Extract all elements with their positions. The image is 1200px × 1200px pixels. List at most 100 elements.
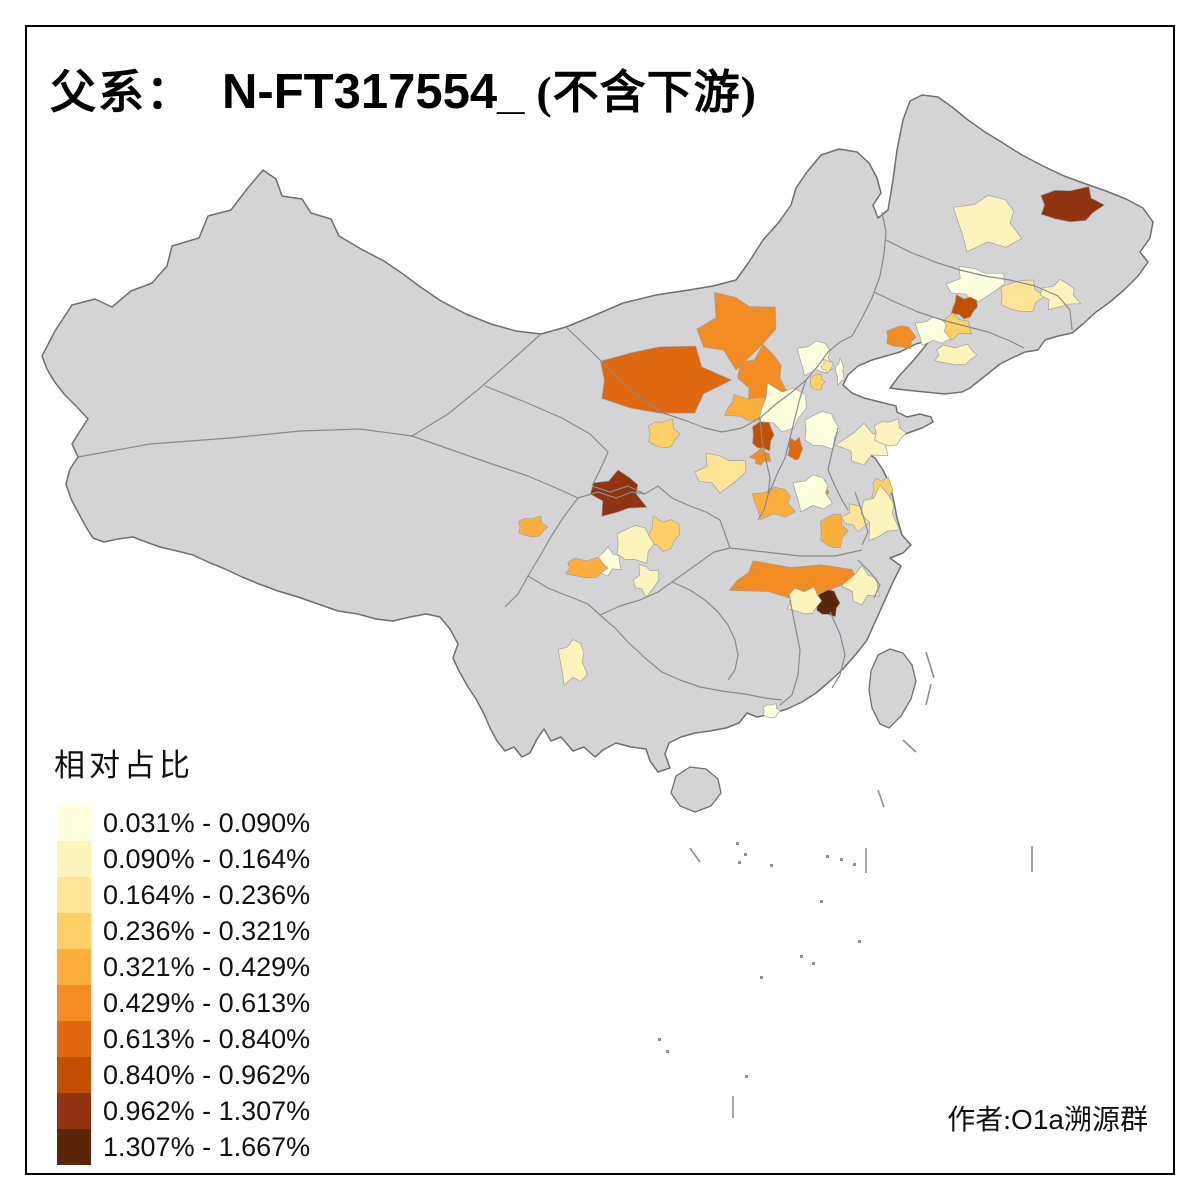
province-border: [857, 559, 881, 599]
province-border: [729, 547, 863, 557]
map-region: [860, 484, 900, 542]
province-border: [827, 427, 849, 511]
island-dot: [745, 1075, 748, 1078]
title-haplogroup-code: N-FT317554_: [222, 65, 525, 119]
mainland-shape: [41, 94, 1154, 773]
province-border: [591, 485, 731, 549]
legend-swatch: [57, 1021, 91, 1057]
map-region: [694, 452, 747, 494]
map-region: [874, 418, 907, 447]
province-border: [873, 291, 1025, 349]
map-region: [820, 359, 834, 374]
map-region: [616, 525, 655, 564]
legend-rows: 0.031% - 0.090% 0.090% - 0.164% 0.164% -…: [57, 805, 310, 1165]
map-region: [632, 564, 660, 598]
legend-label: 0.840% - 0.962%: [103, 1059, 311, 1090]
legend-row: 0.429% - 0.613%: [57, 985, 310, 1021]
map-region: [950, 294, 978, 320]
legend-row: 0.962% - 1.307%: [57, 1093, 310, 1129]
map-region: [835, 357, 845, 386]
legend-row: 0.090% - 0.164%: [57, 841, 310, 877]
legend-label: 1.307% - 1.667%: [103, 1131, 311, 1162]
map-region: [1000, 279, 1046, 312]
legend-swatch: [57, 949, 91, 985]
hainan-island-shape: [670, 766, 722, 813]
map-region: [646, 515, 681, 552]
legend-row: 0.613% - 0.840%: [57, 1021, 310, 1057]
island-chain-line: [689, 847, 701, 863]
province-border: [411, 435, 579, 499]
map-region: [945, 265, 1005, 305]
legend-swatch: [57, 1057, 91, 1093]
legend-swatch: [57, 805, 91, 841]
map-region: [934, 343, 978, 366]
island-dot: [812, 962, 815, 965]
legend-title: 相对占比: [54, 748, 194, 783]
island-chain-line: [925, 651, 935, 679]
province-border: [484, 385, 609, 487]
province-border: [679, 679, 783, 701]
page-title: 父系： N-FT317554_ (不含下游): [50, 56, 757, 122]
island-dot: [858, 940, 861, 943]
author-prefix: 作者:: [947, 1105, 1012, 1136]
island-dot: [760, 976, 763, 979]
legend-row: 0.164% - 0.236%: [57, 877, 310, 913]
legend: 相对占比 0.031% - 0.090% 0.090% - 0.164% 0.1…: [52, 740, 310, 1165]
legend-row: 0.236% - 0.321%: [57, 913, 310, 949]
map-region: [762, 703, 781, 719]
island-dot: [800, 955, 803, 958]
map-region: [914, 316, 951, 346]
legend-swatch: [57, 985, 91, 1021]
province-border: [565, 326, 853, 433]
province-border: [829, 611, 846, 689]
title-prefix: 父系：: [50, 67, 194, 118]
province-border: [577, 491, 646, 499]
province-border: [779, 599, 801, 706]
island-chain-line: [902, 739, 917, 753]
island-dot: [736, 842, 739, 845]
legend-label: 0.321% - 0.429%: [103, 951, 311, 982]
map-region: [648, 418, 681, 449]
map-region: [840, 565, 880, 606]
legend-label: 0.962% - 1.307%: [103, 1095, 311, 1126]
map-region: [886, 325, 917, 350]
map-region: [565, 556, 609, 579]
map-region: [792, 474, 833, 513]
province-border: [77, 428, 413, 458]
legend-swatch: [57, 913, 91, 949]
legend-label: 0.031% - 0.090%: [103, 807, 311, 838]
legend-row: 0.321% - 0.429%: [57, 949, 310, 985]
island-dot: [826, 855, 829, 858]
province-border: [504, 497, 579, 608]
author-code: O1a: [1011, 1104, 1064, 1135]
taiwan-island-shape: [868, 648, 917, 729]
island-dot: [658, 1038, 661, 1041]
title-suffix: (不含下游): [536, 67, 757, 118]
legend-row: 0.840% - 0.962%: [57, 1057, 310, 1093]
legend-row: 1.307% - 1.667%: [57, 1129, 310, 1165]
author-suffix: 溯源群: [1063, 1105, 1148, 1136]
legend-label: 0.236% - 0.321%: [103, 915, 311, 946]
province-border: [527, 575, 681, 681]
legend-label: 0.429% - 0.613%: [103, 987, 311, 1018]
map-region: [787, 436, 804, 461]
province-border: [411, 333, 542, 437]
island-dot: [820, 900, 823, 903]
island-dot: [840, 858, 843, 861]
legend-label: 0.090% - 0.164%: [103, 843, 311, 874]
map-region: [696, 292, 777, 371]
province-border: [854, 491, 869, 546]
legend-label: 0.164% - 0.236%: [103, 879, 311, 910]
map-region: [834, 422, 889, 466]
island-dot: [738, 861, 741, 864]
province-border: [767, 379, 807, 496]
province-border: [851, 211, 887, 337]
map-region: [820, 513, 849, 548]
map-region: [809, 373, 826, 391]
legend-swatch: [57, 1129, 91, 1165]
island-dot: [770, 864, 773, 867]
island-chain-line: [925, 683, 932, 706]
island-dot: [666, 1050, 669, 1053]
